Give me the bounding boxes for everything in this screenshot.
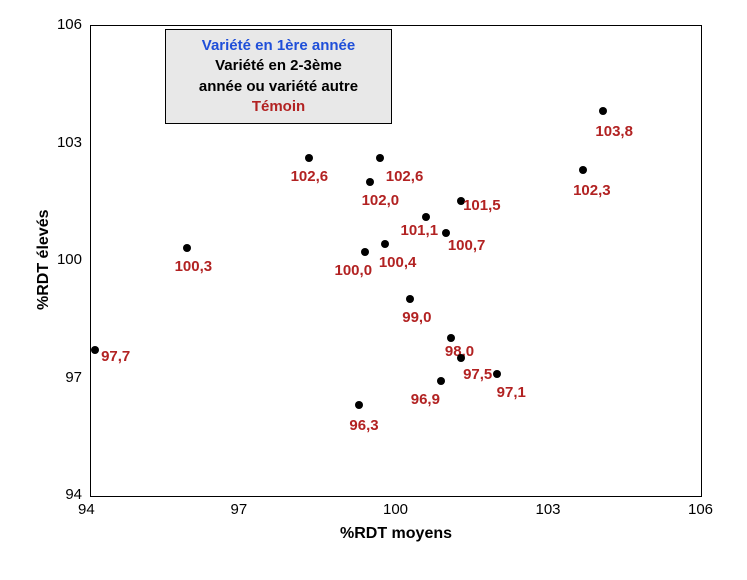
y-axis-label: %RDT élevés	[35, 210, 53, 311]
scatter-point	[381, 240, 389, 248]
x-tick-label: 94	[78, 501, 95, 518]
point-label: 102,3	[573, 182, 611, 199]
legend-box: Variété en 1ère annéeVariété en 2-3èmean…	[165, 29, 392, 124]
point-label: 100,7	[448, 237, 486, 254]
point-label: 99,0	[402, 309, 431, 326]
scatter-point	[493, 370, 501, 378]
point-label: 100,3	[175, 258, 213, 275]
point-label: 102,0	[362, 192, 400, 209]
scatter-point	[422, 213, 430, 221]
point-label: 100,4	[379, 254, 417, 271]
y-tick-label: 100	[57, 251, 82, 268]
scatter-point	[91, 346, 99, 354]
y-tick-label: 97	[65, 369, 82, 386]
x-axis-label: %RDT moyens	[340, 525, 452, 543]
x-tick-label: 106	[688, 501, 713, 518]
scatter-point	[447, 334, 455, 342]
scatter-point	[442, 229, 450, 237]
point-label: 100,0	[335, 262, 373, 279]
scatter-point	[376, 154, 384, 162]
scatter-point	[457, 354, 465, 362]
scatter-point	[366, 178, 374, 186]
scatter-point	[437, 377, 445, 385]
point-label: 96,3	[349, 417, 378, 434]
scatter-point	[599, 107, 607, 115]
legend-item: Variété en 2-3ème	[176, 56, 381, 76]
x-tick-label: 97	[231, 501, 248, 518]
legend-item: année ou variété autre	[176, 77, 381, 97]
point-label: 101,5	[463, 197, 501, 214]
point-label: 97,1	[497, 384, 526, 401]
scatter-point	[305, 154, 313, 162]
scatter-chart: Variété en 1ère annéeVariété en 2-3èmean…	[0, 0, 747, 580]
x-tick-label: 100	[383, 501, 408, 518]
legend-item: Variété en 1ère année	[176, 36, 381, 56]
point-label: 102,6	[386, 168, 424, 185]
point-label: 97,7	[101, 348, 130, 365]
scatter-point	[406, 295, 414, 303]
y-tick-label: 103	[57, 134, 82, 151]
scatter-point	[355, 401, 363, 409]
point-label: 97,5	[463, 366, 492, 383]
point-label: 101,1	[401, 222, 439, 239]
y-tick-label: 106	[57, 16, 82, 33]
point-label: 96,9	[411, 391, 440, 408]
legend-item: Témoin	[176, 97, 381, 117]
scatter-point	[361, 248, 369, 256]
point-label: 103,8	[595, 123, 633, 140]
x-tick-label: 103	[536, 501, 561, 518]
point-label: 102,6	[291, 168, 329, 185]
scatter-point	[183, 244, 191, 252]
y-tick-label: 94	[65, 486, 82, 503]
scatter-point	[579, 166, 587, 174]
